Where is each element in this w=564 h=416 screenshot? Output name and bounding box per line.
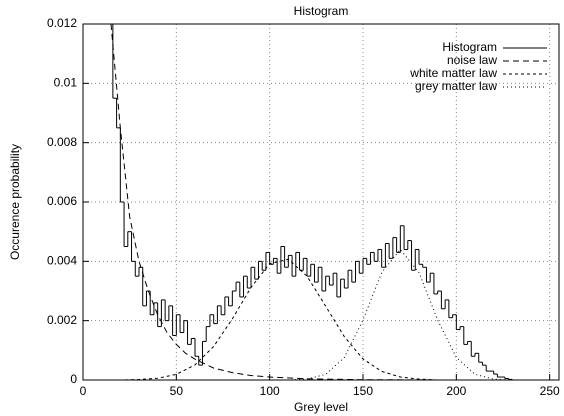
legend-label: Histogram: [442, 40, 497, 54]
y-tick-label: 0: [70, 372, 77, 386]
x-axis-label: Grey level: [294, 400, 348, 414]
legend-label: noise law: [447, 53, 497, 67]
plot-frame: [82, 23, 560, 381]
x-tick-label: 0: [80, 384, 87, 398]
x-tick-label: 100: [260, 384, 280, 398]
y-tick-label: 0.002: [47, 313, 77, 327]
legend-label: white matter law: [409, 66, 497, 80]
law-curve: [83, 258, 559, 380]
x-tick-label: 200: [446, 384, 466, 398]
y-axis-label: Occurence probability: [8, 144, 22, 260]
x-tick-label: 50: [170, 384, 184, 398]
y-tick-label: 0.006: [47, 194, 77, 208]
x-tick-label: 250: [540, 384, 560, 398]
legend-label: grey matter law: [415, 79, 497, 93]
chart-title: Histogram: [294, 4, 349, 18]
y-tick-label: 0.004: [47, 254, 77, 268]
plot-area: [83, 24, 559, 380]
law-curve: [110, 24, 559, 380]
x-tick-label: 150: [353, 384, 373, 398]
y-tick-label: 0.01: [54, 76, 78, 90]
y-tick-label: 0.008: [47, 135, 77, 149]
y-tick-label: 0.012: [47, 16, 77, 30]
